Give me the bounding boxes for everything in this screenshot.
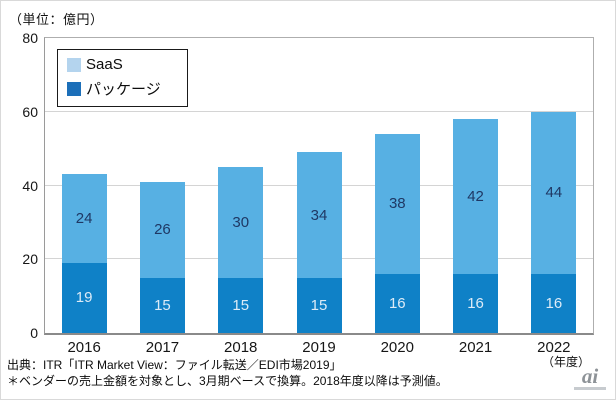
bar-value-label: 15 bbox=[154, 296, 171, 314]
bar-segment-パッケージ-2022: 16 bbox=[531, 274, 577, 333]
bar-segment-SaaS-2017: 26 bbox=[139, 181, 185, 278]
bar-segment-SaaS-2016: 24 bbox=[61, 174, 107, 263]
legend: SaaS パッケージ bbox=[57, 49, 188, 107]
bar-value-label: 15 bbox=[232, 296, 250, 314]
x-tick-label-2022: 2022 bbox=[537, 339, 571, 356]
x-tick-label-2017: 2017 bbox=[145, 339, 180, 356]
bar-segment-パッケージ-2016: 19 bbox=[61, 262, 107, 333]
bar-segment-パッケージ-2020: 16 bbox=[374, 274, 420, 333]
bar-value-label: 38 bbox=[388, 195, 406, 213]
y-tick-label-80: 80 bbox=[22, 30, 38, 46]
legend-label-saas: SaaS bbox=[86, 56, 123, 73]
source-line-2: ＊ベンダーの売上金額を対象とし、3月期ベースで換算。2018年度以降は予測値。 bbox=[7, 373, 448, 388]
x-tick-label-2018: 2018 bbox=[224, 339, 258, 356]
plot-area: SaaS パッケージ 19 24 15 26 15 30 15 34 16 38 16 42 16 44 bbox=[44, 37, 594, 335]
source-note: 出典：ITR「ITR Market View：ファイル転送／EDI市場2019」… bbox=[7, 358, 448, 389]
gridline-60 bbox=[45, 110, 593, 112]
saas-swatch-icon bbox=[67, 57, 81, 72]
bar-segment-SaaS-2022: 44 bbox=[531, 111, 577, 274]
legend-item-saas: SaaS bbox=[67, 56, 161, 73]
source-line-1: 出典：ITR「ITR Market View：ファイル転送／EDI市場2019」 bbox=[7, 358, 342, 372]
x-tick-label-2021: 2021 bbox=[458, 339, 493, 356]
logo-subtext bbox=[574, 387, 606, 390]
x-tick-label-2016: 2016 bbox=[67, 339, 101, 356]
y-tick-label-20: 20 bbox=[22, 251, 38, 268]
bar-value-label: 15 bbox=[310, 296, 328, 314]
legend-item-package: パッケージ bbox=[67, 78, 161, 99]
bar-value-label: 16 bbox=[388, 295, 406, 312]
bar-value-label: 42 bbox=[467, 188, 484, 206]
bar-segment-パッケージ-2019: 15 bbox=[296, 277, 342, 333]
bar-value-label: 16 bbox=[545, 295, 563, 312]
asahi-interactive-logo: ai bbox=[574, 364, 606, 390]
bar-segment-パッケージ-2017: 15 bbox=[139, 277, 185, 333]
x-tick-label-2020: 2020 bbox=[380, 339, 414, 356]
x-axis-unit-label: （年度） bbox=[542, 355, 591, 369]
bar-segment-パッケージ-2021: 16 bbox=[453, 274, 499, 333]
bar-segment-SaaS-2020: 38 bbox=[374, 133, 420, 274]
bar-segment-SaaS-2019: 34 bbox=[296, 152, 342, 278]
bar-segment-SaaS-2021: 42 bbox=[453, 119, 499, 274]
y-tick-label-0: 0 bbox=[30, 325, 38, 341]
bar-segment-SaaS-2018: 30 bbox=[218, 167, 264, 278]
y-tick-label-40: 40 bbox=[22, 177, 38, 194]
bar-value-label: 44 bbox=[545, 184, 563, 202]
logo-text: ai bbox=[581, 364, 599, 388]
unit-label: （単位：億円） bbox=[9, 12, 104, 27]
bar-value-label: 24 bbox=[75, 210, 93, 228]
bar-value-label: 26 bbox=[154, 221, 171, 239]
y-tick-label-60: 60 bbox=[22, 103, 38, 120]
x-tick-label-2019: 2019 bbox=[302, 339, 336, 356]
bar-value-label: 30 bbox=[232, 213, 250, 231]
bar-value-label: 34 bbox=[310, 206, 328, 224]
package-swatch-icon bbox=[67, 81, 81, 96]
bar-value-label: 16 bbox=[467, 295, 484, 312]
legend-label-package: パッケージ bbox=[86, 81, 161, 98]
bar-value-label: 19 bbox=[75, 289, 93, 307]
bar-segment-パッケージ-2018: 15 bbox=[218, 277, 264, 333]
